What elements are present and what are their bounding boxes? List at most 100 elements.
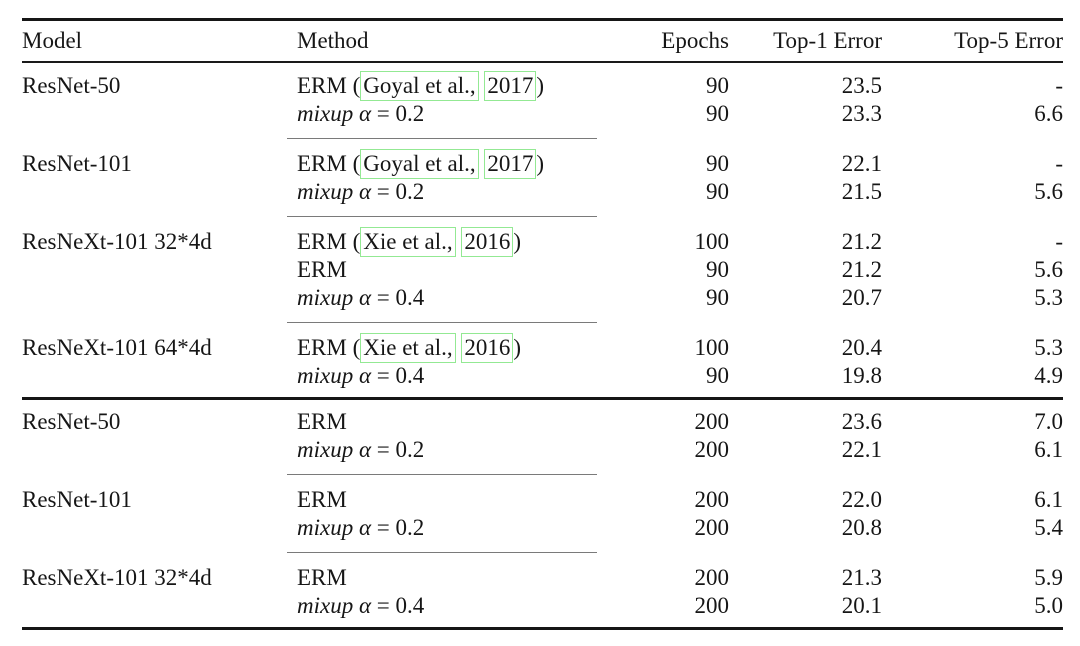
method-text: = 0.4 [371,362,425,388]
epochs-value: 200 [694,408,730,434]
top1-error-value: 21.2 [841,228,882,254]
top1-error-value: 21.3 [841,564,882,590]
citation-link[interactable]: 2016 [461,332,514,363]
epochs-value: 90 [706,72,729,98]
epochs-value: 90 [706,150,729,176]
method-cell: ERM (Goyal et al., 2017) [297,70,607,101]
method-text: ERM [297,486,347,512]
method-text: = 0.2 [371,100,425,126]
table-row: ResNet-101 ERM 200 22.0 6.1 [22,486,1063,514]
top5-error-value: 7.0 [1034,408,1063,434]
top5-error-value: 6.6 [1034,100,1063,126]
epochs-value: 100 [694,334,730,360]
top5-error-value: 6.1 [1034,436,1063,462]
citation-link[interactable]: 2016 [461,226,514,257]
top1-error-value: 20.1 [841,592,882,618]
rule-cell [22,542,1063,564]
method-cell: mixup α = 0.2 [297,514,607,542]
header-row: Model Method Epochs Top-1 Error Top-5 Er… [22,19,1063,63]
method-column-rule [287,552,597,553]
top1-error-value: 19.8 [841,362,882,388]
method-cell: ERM (Goyal et al., 2017) [297,148,607,179]
method-text: α [358,284,372,310]
top1-error-value: 23.5 [841,72,882,98]
epochs-value: 90 [706,100,729,126]
table-row: ERM 90 21.2 5.6 [22,256,1063,284]
rule-cell [22,206,1063,228]
top1-error-value: 20.4 [841,334,882,360]
top5-error-value: 4.9 [1034,362,1063,388]
citation-link[interactable]: 2017 [484,70,537,101]
method-cell: mixup α = 0.4 [297,592,607,620]
table-row: mixup α = 0.2 90 21.5 5.6 [22,178,1063,206]
method-text: mixup [297,514,354,540]
epochs-value: 90 [706,178,729,204]
method-text: α [358,436,372,462]
group-separator-rule-row [22,464,1063,486]
top5-error-value: 5.4 [1034,514,1063,540]
top1-error-value: 22.1 [841,436,882,462]
col-header-epochs: Epochs [607,19,729,63]
spacer-cell [22,620,1063,629]
method-text: ERM [297,408,347,434]
method-text: mixup [297,178,354,204]
method-text: ERM [297,256,347,282]
citation-link[interactable]: Goyal et al., [360,70,479,101]
group-separator-rule-row [22,542,1063,564]
method-text: = 0.2 [371,436,425,462]
method-column-rule [287,138,597,139]
col-header-method: Method [297,19,607,63]
epochs-value: 90 [706,256,729,282]
section-rule [22,397,1063,400]
col-header-top5-error: Top-5 Error [882,19,1063,63]
top5-error-value: - [1055,72,1063,98]
citation-link[interactable]: Goyal et al., [360,148,479,179]
method-cell: mixup α = 0.4 [297,284,607,312]
table-body: ResNet-50 ERM (Goyal et al., 2017) 90 23.5-… [22,62,1063,629]
model-name: ResNeXt-101 32*4d [22,564,212,590]
table-row: ResNet-50 ERM (Goyal et al., 2017) 90 23.5 - [22,70,1063,101]
citation-link[interactable]: Xie et al., [360,226,456,257]
table-row: ResNeXt-101 32*4d ERM 200 21.3 5.9 [22,564,1063,592]
method-cell: ERM (Xie et al., 2016) [297,332,607,363]
method-text: ERM ( [297,150,361,176]
method-text: ) [536,72,545,98]
results-table: Model Method Epochs Top-1 Error Top-5 Er… [22,18,1063,630]
epochs-value: 200 [694,486,730,512]
table-row: mixup α = 0.4 200 20.1 5.0 [22,592,1063,620]
method-text: α [358,178,372,204]
model-name: ResNet-101 [22,150,132,176]
top1-error-value: 21.2 [841,256,882,282]
method-cell: ERM (Xie et al., 2016) [297,226,607,257]
citation-link[interactable]: Xie et al., [360,332,456,363]
bottom-spacer [22,620,1063,629]
method-cell: mixup α = 0.2 [297,100,607,128]
top5-error-value: - [1055,228,1063,254]
method-text: α [358,514,372,540]
method-text: mixup [297,362,354,388]
top5-error-value: 5.6 [1034,178,1063,204]
method-text: mixup [297,284,354,310]
top-spacer [22,62,1063,72]
method-text: = 0.2 [371,178,425,204]
table-row: mixup α = 0.4 90 20.7 5.3 [22,284,1063,312]
table-row: ResNet-50 ERM 200 23.6 7.0 [22,408,1063,436]
method-text: = 0.4 [371,592,425,618]
top1-error-value: 23.3 [841,100,882,126]
group-separator-rule-row [22,128,1063,150]
method-text: ) [513,334,522,360]
citation-link[interactable]: 2017 [484,148,537,179]
table-header: Model Method Epochs Top-1 Error Top-5 Er… [22,19,1063,63]
method-text: ERM ( [297,228,361,254]
epochs-value: 100 [694,228,730,254]
top5-error-value: 5.3 [1034,334,1063,360]
method-text: = 0.2 [371,514,425,540]
method-text: α [358,362,372,388]
method-text: α [358,592,372,618]
table-row: ResNeXt-101 32*4d ERM (Xie et al., 2016) 1… [22,226,1063,257]
table-row: ResNeXt-101 64*4d ERM (Xie et al., 2016) 1… [22,332,1063,363]
top5-error-value: 5.9 [1034,564,1063,590]
method-text: ERM [297,564,347,590]
method-column-rule [287,474,597,475]
rule-cell [22,312,1063,334]
